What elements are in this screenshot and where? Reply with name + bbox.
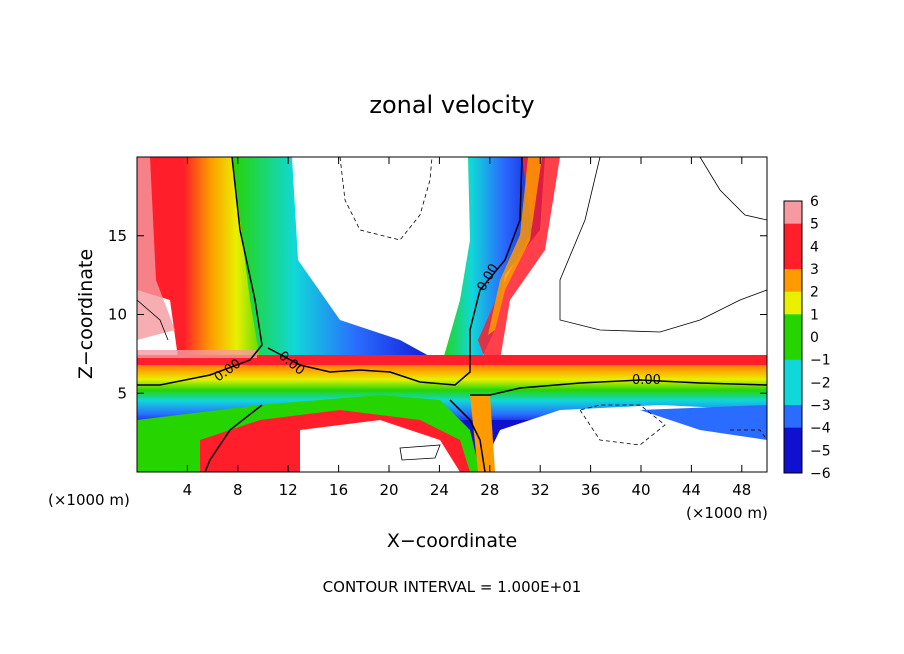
y-tick-label: 15 (108, 227, 127, 245)
x-units-right: (×1000 m) (686, 504, 768, 522)
colorbar-swatch (784, 314, 802, 338)
y-axis-label: Z−coordinate (75, 249, 97, 379)
colorbar-swatch (784, 450, 802, 474)
blue-column (232, 157, 440, 380)
heatmap-field (137, 157, 767, 472)
colorbar-swatch (784, 359, 802, 383)
x-tick-label: 28 (480, 481, 499, 499)
colorbar-tick-label: −5 (810, 443, 831, 459)
colorbar-swatch (784, 291, 802, 315)
x-tick-label: 20 (379, 481, 398, 499)
x-tick-label: 48 (732, 481, 751, 499)
colorbar-tick-label: 6 (810, 194, 819, 210)
colorbar-tick-label: −3 (810, 398, 831, 414)
y-axis: 5 10 15 (108, 227, 767, 402)
colorbar-tick-label: 1 (810, 307, 819, 323)
colorbar-swatch (784, 337, 802, 361)
chart-title: zonal velocity (369, 91, 534, 119)
colorbar-tick-label: −1 (810, 353, 831, 369)
colorbar-tick-label: −2 (810, 375, 831, 391)
colorbar-tick-label: 2 (810, 285, 819, 301)
left-pink-edge (137, 157, 175, 340)
contour-interval-footer: CONTOUR INTERVAL = 1.000E+01 (323, 578, 582, 596)
colorbar-swatch (784, 201, 802, 225)
colorbar-tick-label: 4 (810, 239, 819, 255)
colorbar-tick-label: −6 (810, 466, 831, 482)
x-tick-label: 4 (183, 481, 193, 499)
central-orange-edge (488, 157, 542, 335)
y-tick-label: 5 (117, 384, 127, 402)
colorbar-swatch (784, 405, 802, 429)
x-axis: 4 8 12 16 20 24 28 32 36 40 44 48 (183, 157, 751, 499)
colorbar-tick-label: 0 (810, 330, 819, 346)
y-tick-label: 10 (108, 306, 127, 324)
colorbar-frame (783, 200, 803, 474)
colorbar-swatch (784, 427, 802, 451)
central-column (440, 157, 545, 382)
colorbar-tick-label: −4 (810, 421, 831, 437)
x-tick-label: 40 (631, 481, 650, 499)
x-tick-label: 12 (279, 481, 298, 499)
contour-lines (137, 157, 767, 472)
left-jet-band (137, 157, 270, 372)
colorbar-tick-label: 5 (810, 217, 819, 233)
colorbar-swatch (784, 269, 802, 293)
x-axis-label: X−coordinate (387, 530, 517, 552)
x-tick-label: 16 (329, 481, 348, 499)
x-tick-label: 32 (531, 481, 550, 499)
central-red-edge (478, 157, 560, 372)
x-tick-label: 44 (682, 481, 701, 499)
colorbar-swatch (784, 223, 802, 247)
colorbar-tick-label: 3 (810, 262, 819, 278)
x-tick-label: 24 (430, 481, 449, 499)
colorbar-swatch (784, 382, 802, 406)
x-tick-label: 36 (581, 481, 600, 499)
colorbar: 6 5 4 3 2 1 0 −1 −2 −3 −4 −5 −6 (783, 194, 831, 482)
contour-label: 0.00 (632, 373, 661, 388)
colorbar-swatch (784, 246, 802, 270)
x-tick-label: 8 (233, 481, 243, 499)
x-units-left: (×1000 m) (48, 491, 130, 509)
